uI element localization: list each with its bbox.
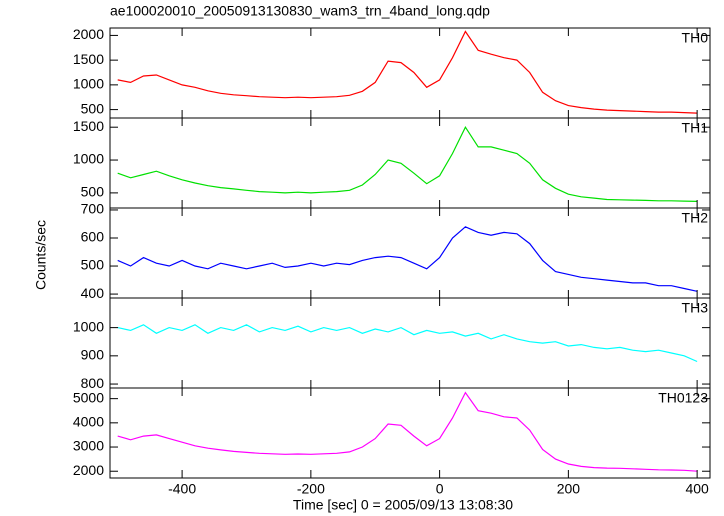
panel-frame xyxy=(109,297,711,389)
y-axis-label: Counts/sec xyxy=(33,220,49,290)
panel-label: TH0 xyxy=(682,30,709,46)
y-tick-label: 500 xyxy=(81,100,105,116)
panel-frame xyxy=(109,387,711,479)
panel-frame xyxy=(109,27,711,119)
panel-label: TH3 xyxy=(682,300,709,316)
panel-frame xyxy=(109,117,711,209)
chart-title: ae100020010_20050913130830_wam3_trn_4ban… xyxy=(110,3,490,19)
y-tick-label: 600 xyxy=(81,229,105,245)
y-tick-label: 700 xyxy=(81,201,105,217)
panel-frame xyxy=(109,207,711,299)
y-tick-label: 3000 xyxy=(73,438,104,454)
panel-label: TH0123 xyxy=(658,390,708,406)
data-line xyxy=(117,391,698,472)
x-axis-label: Time [sec] 0 = 2005/09/13 13:08:30 xyxy=(293,497,513,513)
y-tick-label: 5000 xyxy=(73,389,104,405)
data-line xyxy=(117,226,698,292)
y-tick-label: 500 xyxy=(81,257,105,273)
x-tick-label: 400 xyxy=(685,481,709,497)
x-tick-label: -200 xyxy=(297,481,325,497)
y-tick-label: 1000 xyxy=(73,151,104,167)
data-line xyxy=(117,125,698,202)
y-tick-label: 800 xyxy=(81,375,105,391)
panel-label: TH1 xyxy=(682,120,709,136)
data-line xyxy=(117,30,698,114)
x-tick-label: 200 xyxy=(557,481,581,497)
y-tick-label: 1000 xyxy=(73,76,104,92)
y-tick-label: 900 xyxy=(81,347,105,363)
y-tick-label: 2000 xyxy=(73,26,104,42)
data-line xyxy=(117,324,698,363)
panel-label: TH2 xyxy=(682,210,709,226)
y-tick-label: 1500 xyxy=(73,51,104,67)
y-tick-label: 4000 xyxy=(73,414,104,430)
y-tick-label: 1500 xyxy=(73,118,104,134)
y-tick-label: 1000 xyxy=(73,318,104,334)
y-tick-label: 400 xyxy=(81,285,105,301)
y-tick-label: 2000 xyxy=(73,462,104,478)
y-tick-label: 500 xyxy=(81,184,105,200)
x-tick-label: 0 xyxy=(436,481,444,497)
x-tick-label: -400 xyxy=(168,481,196,497)
